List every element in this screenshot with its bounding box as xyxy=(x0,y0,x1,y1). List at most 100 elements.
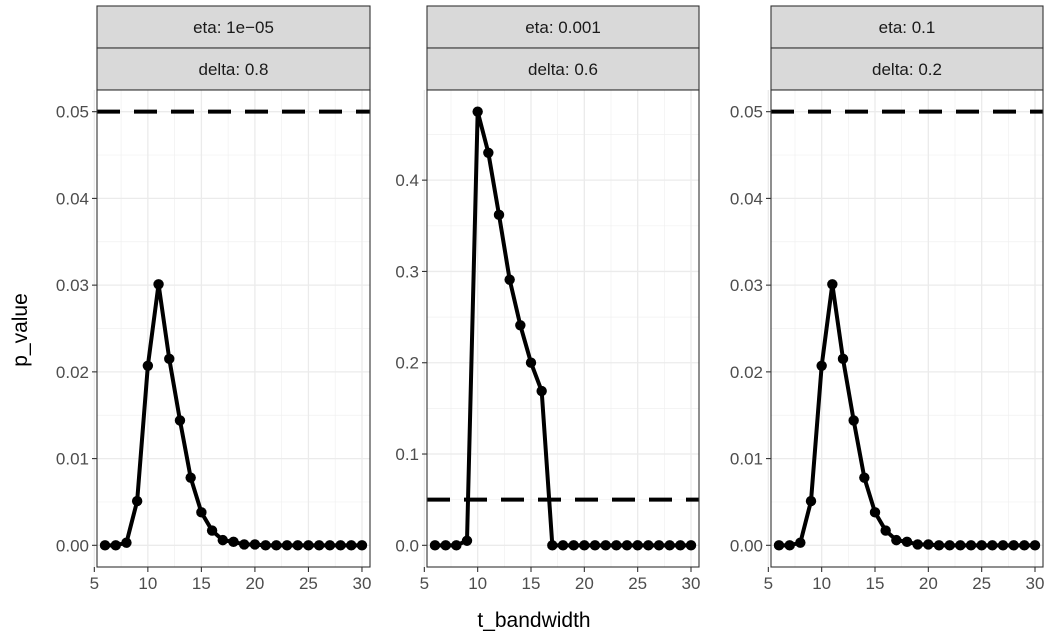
data-point xyxy=(313,540,325,551)
x-tick-label: 10 xyxy=(468,574,487,593)
y-tick-label: 0.3 xyxy=(395,262,419,281)
data-point xyxy=(653,540,665,551)
y-tick-label: 0.01 xyxy=(730,450,763,469)
data-point xyxy=(848,415,859,426)
data-point xyxy=(142,360,154,371)
data-point xyxy=(816,360,827,371)
data-point xyxy=(483,147,494,158)
strip-top-box xyxy=(426,5,700,49)
data-point xyxy=(185,472,196,483)
data-point xyxy=(206,525,218,536)
x-tick-label: 20 xyxy=(919,574,938,593)
data-point xyxy=(196,507,207,518)
data-point xyxy=(1029,540,1041,551)
panel-border xyxy=(426,89,700,568)
data-point xyxy=(997,540,1009,551)
data-point xyxy=(429,540,441,551)
data-point xyxy=(281,540,293,551)
panel-border xyxy=(770,89,1044,568)
y-tick-label: 0.02 xyxy=(730,363,763,382)
data-point xyxy=(110,540,121,551)
x-tick-label: 10 xyxy=(812,574,831,593)
x-tick-label: 15 xyxy=(866,574,885,593)
data-point xyxy=(121,537,132,548)
y-tick-label: 0.02 xyxy=(56,363,89,382)
data-point xyxy=(589,540,601,551)
data-point xyxy=(164,353,175,365)
x-tick-label: 30 xyxy=(1026,574,1045,593)
strip-bottom-box xyxy=(96,47,371,91)
strip-top-label: eta: 0.1 xyxy=(879,18,936,37)
data-point xyxy=(356,540,368,551)
data-point xyxy=(965,540,977,551)
data-point xyxy=(1019,540,1030,551)
panel-border xyxy=(96,89,371,568)
data-point xyxy=(805,495,817,507)
y-tick-label: 0.05 xyxy=(730,103,763,122)
data-point xyxy=(1008,540,1019,551)
data-point xyxy=(174,415,186,426)
panel-2: eta: 0.001 delta: 0.6 5 10 15 20 25 30 0.0 0.1 0.2… xyxy=(395,5,700,593)
y-tick-label: 0.1 xyxy=(395,445,419,464)
data-point xyxy=(643,540,654,551)
data-point xyxy=(557,540,569,551)
data-point xyxy=(504,274,515,285)
data-point xyxy=(933,540,945,551)
y-tick-label: 0.05 xyxy=(56,103,89,122)
data-point xyxy=(837,353,849,365)
x-tick-label: 25 xyxy=(299,574,318,593)
x-tick-label: 15 xyxy=(192,574,211,593)
x-tick-label: 5 xyxy=(90,574,99,593)
y-tick-label: 0.00 xyxy=(730,536,763,555)
data-point xyxy=(568,540,579,551)
data-point xyxy=(859,472,870,483)
data-point xyxy=(869,507,881,518)
x-tick-label: 30 xyxy=(353,574,372,593)
x-tick-label: 25 xyxy=(628,574,647,593)
data-point xyxy=(346,540,357,551)
strip-bottom-box xyxy=(770,47,1044,91)
x-tick-label: 15 xyxy=(522,574,541,593)
data-point xyxy=(827,279,838,290)
x-tick-label: 20 xyxy=(575,574,594,593)
data-point xyxy=(525,357,537,368)
data-point xyxy=(795,537,806,548)
data-point xyxy=(987,540,998,551)
y-tick-label: 0.04 xyxy=(56,189,89,208)
data-point xyxy=(292,540,303,551)
strip-top-box xyxy=(770,5,1044,49)
data-point xyxy=(324,540,336,551)
y-tick-label: 0.03 xyxy=(730,276,763,295)
y-tick-label: 0.03 xyxy=(56,276,89,295)
data-point xyxy=(611,540,622,551)
data-point xyxy=(632,540,643,551)
strip-bottom-box xyxy=(426,47,700,91)
data-point xyxy=(955,540,966,551)
data-point xyxy=(493,209,505,221)
y-tick-label: 0.0 xyxy=(395,536,419,555)
x-tick-label: 10 xyxy=(138,574,157,593)
data-point xyxy=(773,540,785,551)
data-point xyxy=(217,534,228,546)
data-point xyxy=(664,540,675,551)
x-tick-label: 5 xyxy=(764,574,773,593)
data-point xyxy=(131,495,143,507)
data-point xyxy=(923,539,934,550)
data-point xyxy=(901,536,913,548)
data-point xyxy=(784,540,795,551)
x-tick-label: 25 xyxy=(972,574,991,593)
y-tick-label: 0.4 xyxy=(395,171,419,190)
data-point xyxy=(239,539,250,550)
data-point xyxy=(440,540,451,551)
data-point xyxy=(880,525,891,536)
data-point xyxy=(547,540,558,551)
data-point xyxy=(685,540,697,551)
panel-3: eta: 0.1 delta: 0.2 5 10 15 20 25 30 0.00 0.01 0.0… xyxy=(730,5,1045,593)
data-point xyxy=(600,540,611,551)
data-point xyxy=(99,540,111,551)
y-tick-label: 0.01 xyxy=(56,450,89,469)
y-axis-title: p_value xyxy=(9,293,32,367)
strip-bottom-label: delta: 0.2 xyxy=(872,60,942,79)
data-point xyxy=(451,540,462,551)
